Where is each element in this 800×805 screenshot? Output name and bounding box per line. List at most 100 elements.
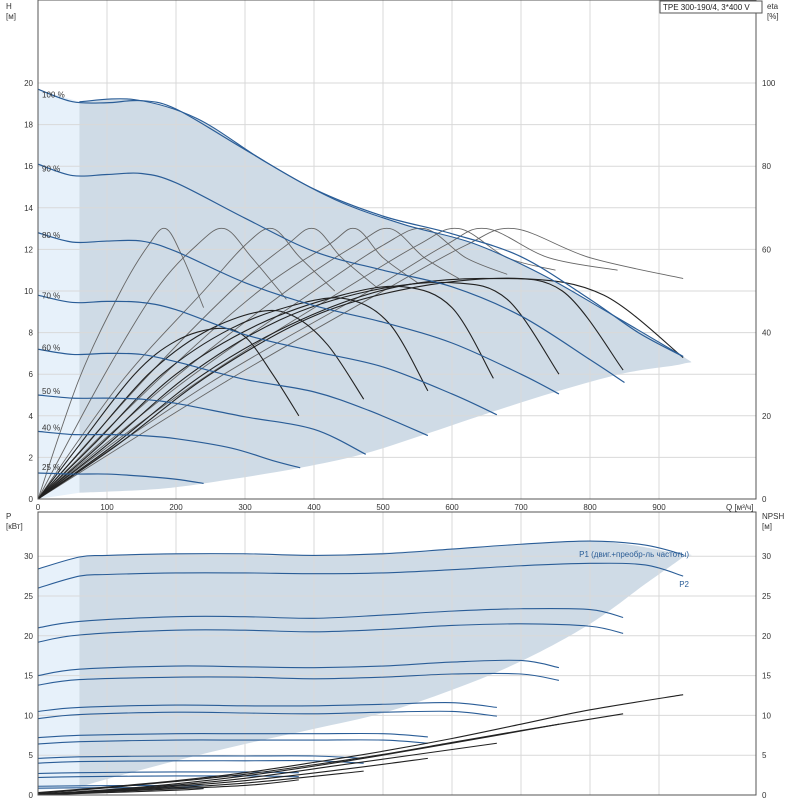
x-tick-label: 100 — [100, 503, 114, 512]
max-speed-boundary — [79, 98, 684, 357]
y-tick-label: 10 — [24, 287, 33, 296]
power-curve — [37, 702, 497, 712]
speed-curve — [37, 294, 498, 416]
efficiency-curve — [37, 285, 494, 500]
power-curve — [37, 659, 560, 677]
speed-curve-label: 80 % — [42, 231, 60, 240]
speed-curve-label: 25 % — [42, 463, 60, 472]
y-tick-label: 0 — [29, 495, 34, 504]
bottom-plot-frame — [37, 511, 757, 796]
power-tick-label: 15 — [24, 672, 33, 681]
efficiency-curve — [37, 227, 684, 500]
y-tick-label: 18 — [24, 121, 33, 130]
x-tick-label: 700 — [514, 503, 528, 512]
eta-tick-label: 80 — [762, 162, 771, 171]
efficiency-curve — [37, 277, 624, 500]
y-tick-label: 16 — [24, 162, 33, 171]
efficiency-curve — [37, 277, 684, 500]
efficiency-curve — [37, 281, 560, 500]
power-curve — [37, 540, 684, 570]
y-tick-label: 12 — [24, 245, 33, 254]
speed-curve — [37, 232, 560, 395]
bottom-region-light — [38, 557, 80, 791]
speed-curve-label: 100 % — [42, 91, 65, 100]
chart-title: TPE 300-190/4, 3*400 V — [663, 3, 750, 12]
power-curve — [37, 607, 624, 629]
power-axis-label: [кВт] — [6, 522, 23, 531]
power-curve — [37, 760, 364, 764]
x-tick-label: 600 — [445, 503, 459, 512]
efficiency-curve — [37, 227, 618, 500]
x-tick-label: 500 — [376, 503, 390, 512]
x-tick-label: 900 — [652, 503, 666, 512]
power-curve — [37, 739, 428, 745]
eta-tick-label: 40 — [762, 329, 771, 338]
y-tick-label: 8 — [29, 329, 34, 338]
y-axis-label: H — [6, 2, 12, 11]
npsh-curve — [37, 788, 204, 796]
speed-curve-label: 70 % — [42, 291, 60, 300]
npsh-tick-label: 5 — [762, 751, 767, 760]
npsh-tick-label: 25 — [762, 592, 771, 601]
eta-tick-label: 60 — [762, 245, 771, 254]
npsh-tick-label: 0 — [762, 791, 767, 800]
chart-labels: 0 100 200 300 400 500 600 700 800 900024681012141… — [6, 2, 784, 800]
x-tick-label: 200 — [169, 503, 183, 512]
power-curve — [37, 732, 428, 739]
speed-curve — [37, 430, 301, 469]
efficiency-curve — [37, 327, 300, 500]
series-label-p1: P1 (двиг.+преобр-ль частоты) — [579, 550, 689, 559]
eta-axis-label: eta — [767, 2, 779, 11]
y-tick-label: 20 — [24, 79, 33, 88]
npsh-tick-label: 20 — [762, 632, 771, 641]
speed-curve-label: 50 % — [42, 387, 60, 396]
npsh-tick-label: 10 — [762, 711, 771, 720]
eta-axis-label: [%] — [767, 12, 779, 21]
speed-curve-label: 90 % — [42, 165, 60, 174]
power-tick-label: 0 — [29, 791, 34, 800]
efficiency-curve — [37, 227, 460, 500]
power-axis-label: P — [6, 512, 11, 521]
speed-curve — [37, 472, 204, 484]
plot-frames — [37, 0, 757, 796]
npsh-curve — [37, 723, 560, 795]
x-tick-label: 0 — [36, 503, 41, 512]
bottom-operating-area — [38, 540, 692, 791]
series-label-p2: P2 — [679, 580, 689, 589]
speed-curve — [37, 88, 684, 358]
speed-curve — [37, 394, 367, 455]
npsh-tick-label: 30 — [762, 552, 771, 561]
efficiency-curve — [37, 227, 418, 500]
y-axis-label: [м] — [6, 12, 16, 21]
bottom-region — [79, 540, 692, 788]
y-tick-label: 6 — [29, 370, 34, 379]
npsh-curve — [37, 694, 684, 794]
power-tick-label: 5 — [29, 751, 34, 760]
top-region — [79, 98, 692, 493]
power-curve — [37, 784, 204, 787]
eta-tick-label: 20 — [762, 412, 771, 421]
power-tick-label: 20 — [24, 632, 33, 641]
power-curve — [37, 710, 497, 720]
speed-curve — [37, 163, 625, 384]
y-tick-label: 2 — [29, 453, 34, 462]
eta-tick-label: 100 — [762, 79, 776, 88]
power-tick-label: 25 — [24, 592, 33, 601]
title-box: TPE 300-190/4, 3*400 V — [659, 0, 763, 14]
curves — [37, 88, 684, 796]
eta-tick-label: 0 — [762, 495, 767, 504]
npsh-axis-label: NPSH — [762, 512, 784, 521]
x-axis-label: Q [м³/ч] — [726, 503, 753, 512]
top-plot-frame — [37, 0, 757, 500]
power-curve — [37, 623, 624, 643]
efficiency-curve — [37, 297, 429, 500]
efficiency-curve — [37, 309, 365, 500]
npsh-curve — [37, 742, 497, 795]
power-curve — [37, 672, 560, 686]
efficiency-curve — [37, 227, 508, 500]
y-tick-label: 14 — [24, 204, 33, 213]
speed-curve — [37, 348, 429, 437]
x-tick-label: 800 — [583, 503, 597, 512]
